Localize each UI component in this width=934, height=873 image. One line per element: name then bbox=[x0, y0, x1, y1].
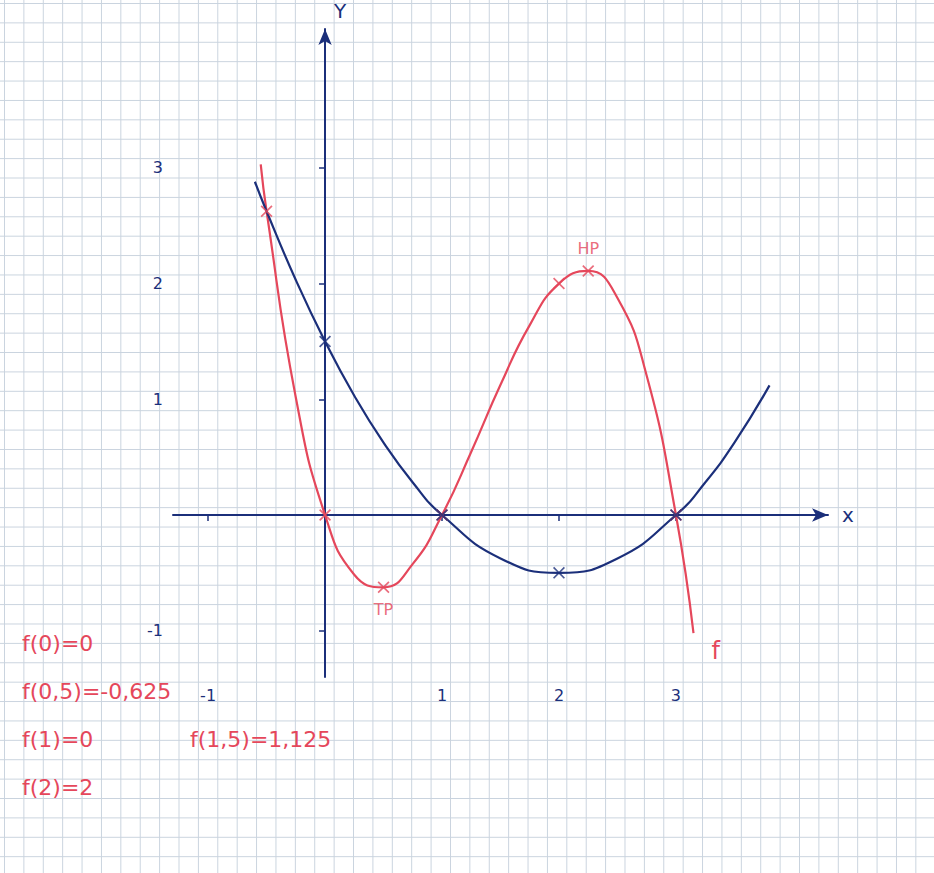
svg-text:1: 1 bbox=[153, 390, 163, 409]
svg-text:2: 2 bbox=[554, 686, 564, 705]
svg-text:3: 3 bbox=[153, 158, 163, 177]
svg-text:f(1)=0: f(1)=0 bbox=[22, 727, 93, 752]
svg-text:-1: -1 bbox=[147, 621, 163, 640]
svg-text:f(0,5)=-0,625: f(0,5)=-0,625 bbox=[22, 679, 171, 704]
svg-text:f(1,5)=1,125: f(1,5)=1,125 bbox=[190, 727, 331, 752]
svg-text:f(2)=2: f(2)=2 bbox=[22, 775, 93, 800]
svg-text:2: 2 bbox=[153, 274, 163, 293]
svg-text:HP: HP bbox=[577, 239, 599, 258]
svg-text:-1: -1 bbox=[200, 686, 216, 705]
svg-text:f(0)=0: f(0)=0 bbox=[22, 631, 93, 656]
svg-text:TP: TP bbox=[373, 600, 394, 619]
svg-text:1: 1 bbox=[437, 686, 447, 705]
svg-text:x: x bbox=[842, 503, 854, 527]
svg-text:3: 3 bbox=[671, 686, 681, 705]
svg-text:f: f bbox=[711, 637, 720, 665]
svg-text:Y: Y bbox=[333, 0, 347, 23]
